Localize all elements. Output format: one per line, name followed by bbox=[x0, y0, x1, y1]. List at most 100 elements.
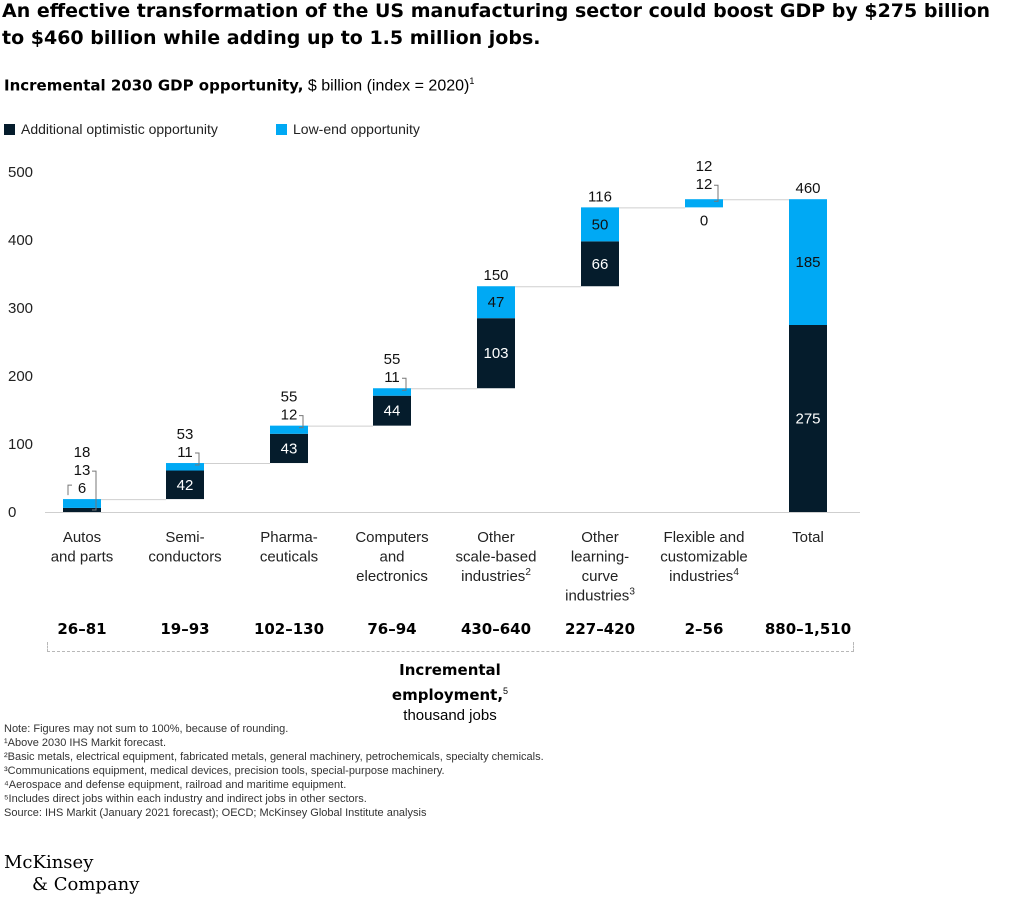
y-tick-label-200: 200 bbox=[8, 368, 33, 385]
employment-unit: thousand jobs bbox=[403, 707, 497, 724]
footnote-4: ⁴Aerospace and defense equipment, railro… bbox=[4, 779, 347, 791]
footnote-5: ⁵Includes direct jobs within each indust… bbox=[4, 793, 367, 805]
total-label-4: 150 bbox=[483, 267, 508, 284]
optimistic-label-2: 43 bbox=[281, 440, 298, 457]
low-end-label-7: 185 bbox=[795, 254, 820, 271]
optimistic-label-0: 6 bbox=[78, 480, 86, 497]
low-end-label-1: 11 bbox=[177, 444, 193, 461]
category-label-line: Total bbox=[792, 529, 824, 546]
employment-value-4: 430–640 bbox=[460, 620, 532, 638]
y-tick-label-500: 500 bbox=[8, 164, 33, 181]
legend-swatch-low-end bbox=[276, 123, 287, 135]
bar-low-end-4 bbox=[477, 286, 515, 319]
category-label-line: Flexible and bbox=[664, 529, 745, 546]
optimistic-label-1: 42 bbox=[177, 477, 194, 494]
total-label-6: 12 bbox=[696, 158, 713, 175]
category-label-line: Other bbox=[581, 529, 619, 546]
employment-footnote-marker: 5 bbox=[503, 686, 509, 696]
logo-line-2: & Company bbox=[32, 874, 140, 895]
total-label-7: 460 bbox=[795, 180, 820, 197]
category-label-line: Pharma- bbox=[260, 529, 318, 546]
bar-optimistic-2 bbox=[270, 433, 308, 464]
optimistic-label-5: 66 bbox=[592, 256, 609, 273]
total-label-5: 116 bbox=[588, 188, 612, 205]
chart-title: An effective transformation of the US ma… bbox=[2, 0, 991, 49]
category-label-line: industries bbox=[461, 568, 525, 585]
category-label-line: scale-based bbox=[456, 549, 537, 566]
y-tick-label-0: 0 bbox=[8, 504, 16, 521]
bar-optimistic-7 bbox=[789, 325, 827, 512]
category-label-line: curve bbox=[582, 568, 619, 585]
subtitle-bold: Incremental 2030 GDP opportunity, bbox=[4, 76, 304, 95]
bar-low-end-6 bbox=[685, 199, 723, 208]
legend-item-optimistic: Additional optimistic opportunity bbox=[4, 121, 218, 137]
category-footnote-marker: 4 bbox=[733, 567, 739, 578]
bar-optimistic-5 bbox=[581, 241, 619, 287]
category-label-7: Total bbox=[792, 529, 824, 546]
employment-value-7: 880–1,510 bbox=[764, 620, 852, 638]
y-tick-label-300: 300 bbox=[8, 300, 33, 317]
logo-line-1: McKinsey bbox=[4, 852, 94, 873]
category-label-5: Other learning-curve industries3 bbox=[565, 529, 635, 605]
total-label-0: 18 bbox=[74, 444, 91, 461]
low-end-label-6: 12 bbox=[696, 176, 713, 193]
employment-label: Incremental employment,5 thousand jobs bbox=[350, 660, 550, 726]
y-tick-label-100: 100 bbox=[8, 436, 33, 453]
bar-low-end-1 bbox=[166, 463, 204, 471]
footnote-3: ³Communications equipment, medical devic… bbox=[4, 765, 445, 777]
bar-low-end-7 bbox=[789, 199, 827, 325]
low-end-label-0: 13 bbox=[74, 462, 91, 479]
optimistic-label-3: 44 bbox=[384, 403, 401, 420]
label-bracket-2 bbox=[299, 415, 304, 429]
low-end-label-5: 50 bbox=[592, 216, 609, 233]
category-label-line: Computers bbox=[355, 529, 428, 546]
legend-swatch-optimistic bbox=[4, 123, 15, 135]
category-label-line: and bbox=[379, 549, 404, 566]
total-label-2: 55 bbox=[281, 389, 298, 406]
employment-value-5: 227–420 bbox=[564, 620, 636, 638]
footnote-2: ²Basic metals, electrical equipment, fab… bbox=[4, 751, 544, 763]
bar-low-end-2 bbox=[270, 425, 308, 434]
category-footnote-marker: 2 bbox=[525, 567, 531, 578]
label-bracket-3 bbox=[402, 377, 407, 391]
employment-label-bold: Incremental employment, bbox=[391, 661, 504, 704]
category-label-1: Semi-conductors bbox=[148, 529, 221, 566]
label-bracket-left-0 bbox=[67, 484, 72, 496]
bar-optimistic-0 bbox=[63, 507, 101, 512]
category-label-3: Computers and electronics bbox=[355, 529, 428, 585]
low-end-label-2: 12 bbox=[281, 407, 298, 424]
category-label-line: industries bbox=[565, 588, 629, 605]
employment-value-6: 2–56 bbox=[684, 620, 724, 638]
employment-bracket bbox=[47, 642, 854, 652]
footnote-note: Note: Figures may not sum to 100%, becau… bbox=[4, 723, 289, 735]
category-label-line: and parts bbox=[51, 549, 114, 566]
footnote-source: Source: IHS Markit (January 2021 forecas… bbox=[4, 807, 427, 819]
bar-low-end-3 bbox=[373, 388, 411, 396]
category-label-0: Autos and parts bbox=[51, 529, 114, 566]
category-label-line: customizable bbox=[660, 549, 748, 566]
category-label-line: learning- bbox=[571, 549, 629, 566]
bar-optimistic-1 bbox=[166, 470, 204, 500]
legend-item-low-end: Low-end opportunity bbox=[276, 121, 420, 137]
category-label-line: industries bbox=[669, 568, 733, 585]
optimistic-label-7: 275 bbox=[795, 411, 820, 428]
total-label-1: 53 bbox=[177, 426, 194, 443]
employment-value-2: 102–130 bbox=[253, 620, 325, 638]
label-bracket-6 bbox=[714, 184, 719, 202]
category-label-4: Other scale-based industries2 bbox=[456, 529, 537, 585]
label-bracket-1 bbox=[195, 452, 200, 466]
employment-value-0: 26–81 bbox=[57, 620, 107, 638]
legend-label-optimistic: Additional optimistic opportunity bbox=[21, 121, 218, 137]
employment-value-3: 76–94 bbox=[367, 620, 417, 638]
category-label-line: electronics bbox=[356, 568, 428, 585]
bar-optimistic-3 bbox=[373, 395, 411, 426]
footnotes: Note: Figures may not sum to 100%, becau… bbox=[4, 722, 544, 820]
subtitle-unit: $ billion (index = 2020) bbox=[303, 77, 470, 95]
subtitle-footnote-marker: 1 bbox=[469, 76, 475, 86]
low-end-label-3: 11 bbox=[384, 369, 400, 386]
category-label-line: conductors bbox=[148, 549, 221, 566]
mckinsey-logo: McKinsey & Company bbox=[4, 852, 139, 896]
bar-low-end-5 bbox=[581, 207, 619, 242]
employment-values-row: 26–81 19–93 102–130 76–94 430–640 227–420 2–56… bbox=[0, 620, 1015, 642]
